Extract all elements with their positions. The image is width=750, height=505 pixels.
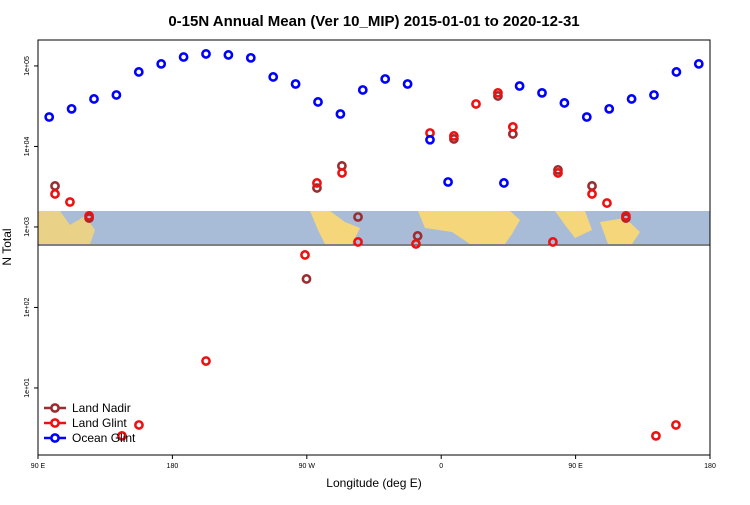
point <box>201 49 211 59</box>
x-tick-label: 180 <box>167 463 179 470</box>
point <box>671 67 682 77</box>
point <box>499 178 509 188</box>
point <box>514 81 525 91</box>
point <box>621 211 631 221</box>
point <box>111 90 122 100</box>
y-tick-label: 1e+05 <box>24 56 31 76</box>
point <box>337 168 347 178</box>
legend-label: Ocean Glint <box>72 431 136 445</box>
point <box>65 197 75 207</box>
chart-title: 0-15N Annual Mean (Ver 10_MIP) 2015-01-0… <box>168 13 579 30</box>
point <box>553 168 563 178</box>
point <box>602 198 612 208</box>
point <box>300 250 310 260</box>
point <box>493 87 503 98</box>
point <box>353 237 363 247</box>
legend-label: Land Nadir <box>72 401 131 415</box>
point <box>587 189 597 199</box>
point <box>178 52 189 62</box>
point <box>301 274 312 284</box>
point <box>626 94 637 104</box>
point <box>357 85 368 95</box>
point <box>353 212 363 222</box>
point <box>443 177 453 187</box>
point <box>693 59 704 69</box>
plot-frame <box>37 39 711 456</box>
point <box>313 97 323 107</box>
legend-marker <box>50 433 60 443</box>
point <box>559 98 570 108</box>
point <box>649 90 659 100</box>
point <box>201 356 211 366</box>
point <box>223 50 234 60</box>
x-axis-label: Longitude (deg E) <box>326 476 421 490</box>
legend-marker <box>50 418 60 428</box>
x-tick-label: 0 <box>439 463 443 470</box>
point <box>268 72 279 82</box>
point <box>604 103 615 114</box>
point <box>425 134 435 145</box>
point <box>245 52 256 63</box>
point <box>84 211 94 221</box>
point <box>651 430 661 441</box>
point <box>89 94 99 104</box>
point <box>537 87 547 98</box>
point <box>411 239 421 249</box>
point <box>507 121 518 132</box>
x-tick-label: 180 <box>704 463 716 470</box>
point <box>581 112 592 122</box>
y-tick-label: 1e+01 <box>24 378 31 398</box>
point <box>402 79 413 89</box>
point <box>290 79 301 89</box>
legend-label: Land Glint <box>72 416 127 430</box>
legend-marker <box>50 403 60 413</box>
x-tick-label: 90 E <box>568 463 583 470</box>
point <box>44 112 55 122</box>
y-tick-label: 1e+02 <box>24 298 31 318</box>
point <box>548 237 558 247</box>
point <box>335 109 346 119</box>
point <box>448 131 459 141</box>
point <box>156 59 167 69</box>
point <box>134 420 144 430</box>
point <box>587 181 597 191</box>
y-axis-label: N Total <box>0 228 14 265</box>
map-strip <box>38 211 710 246</box>
point <box>312 178 322 188</box>
point <box>671 420 681 430</box>
point <box>66 103 77 114</box>
point <box>380 74 391 84</box>
x-tick-label: 90 E <box>31 463 46 470</box>
y-tick-label: 1e+03 <box>24 217 31 237</box>
point <box>471 99 481 109</box>
point <box>117 430 127 441</box>
point <box>50 181 60 191</box>
point <box>133 67 144 77</box>
point <box>312 183 322 193</box>
point <box>50 189 60 199</box>
y-tick-label: 1e+04 <box>24 137 31 157</box>
x-tick-label: 90 W <box>299 463 316 470</box>
